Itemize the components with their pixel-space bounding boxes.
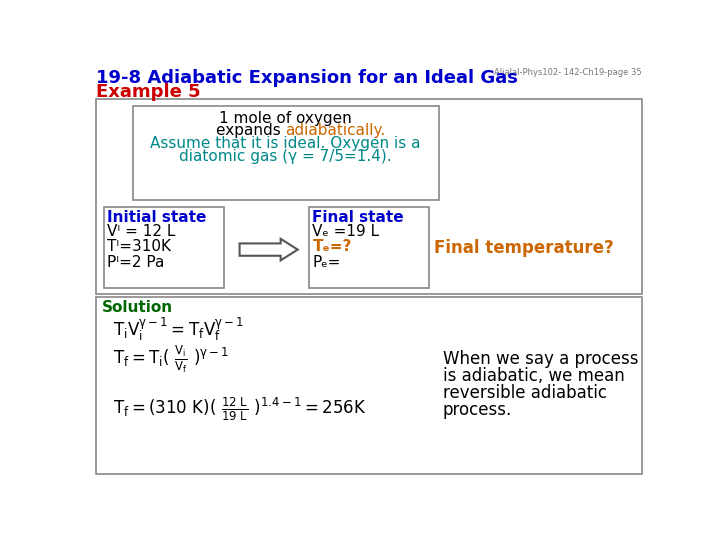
FancyBboxPatch shape <box>96 99 642 294</box>
Text: Initial state: Initial state <box>107 210 207 225</box>
Text: Solution: Solution <box>102 300 173 315</box>
Text: Final temperature?: Final temperature? <box>434 239 614 257</box>
Text: Vᴵ = 12 L: Vᴵ = 12 L <box>107 224 176 239</box>
FancyBboxPatch shape <box>310 207 429 288</box>
Text: reversible adiabatic: reversible adiabatic <box>443 383 607 402</box>
Text: Tᴵ=310K: Tᴵ=310K <box>107 239 171 254</box>
Text: 1 mole of oxygen: 1 mole of oxygen <box>219 111 351 126</box>
Text: $\mathregular{T_f=T_i(\ \frac{V_i}{V_f}\ )^{\gamma-1}}$: $\mathregular{T_f=T_i(\ \frac{V_i}{V_f}\… <box>113 343 230 375</box>
Text: Assume that it is ideal. Oxygen is a: Assume that it is ideal. Oxygen is a <box>150 137 420 151</box>
FancyArrow shape <box>240 239 297 260</box>
Text: is adiabatic, we mean: is adiabatic, we mean <box>443 367 624 384</box>
Text: $\mathregular{T_f=(310\ K)(\ \frac{12\ L}{19\ L}\ )^{1.4-1}=256K}$: $\mathregular{T_f=(310\ K)(\ \frac{12\ L… <box>113 396 366 423</box>
Text: process.: process. <box>443 401 512 418</box>
Text: Pᴵ=2 Pa: Pᴵ=2 Pa <box>107 255 164 270</box>
Text: 19-8 Adiabatic Expansion for an Ideal Gas: 19-8 Adiabatic Expansion for an Ideal Ga… <box>96 69 518 86</box>
Text: Tₑ=?: Tₑ=? <box>312 239 352 254</box>
Text: When we say a process: When we say a process <box>443 350 638 368</box>
Text: adiabatically.: adiabatically. <box>285 123 385 138</box>
Text: expands: expands <box>216 123 285 138</box>
FancyBboxPatch shape <box>104 207 224 288</box>
Text: Final state: Final state <box>312 210 404 225</box>
Text: Aljalal-Phys102- 142-Ch19-page 35: Aljalal-Phys102- 142-Ch19-page 35 <box>494 68 642 77</box>
FancyBboxPatch shape <box>132 106 438 200</box>
Text: $\mathregular{T_iV_i^{\gamma-1} = T_fV_f^{\gamma-1}}$: $\mathregular{T_iV_i^{\gamma-1} = T_fV_f… <box>113 315 244 343</box>
FancyBboxPatch shape <box>96 298 642 475</box>
Text: Vₑ =19 L: Vₑ =19 L <box>312 224 379 239</box>
Text: Example 5: Example 5 <box>96 83 201 102</box>
Text: Pₑ=: Pₑ= <box>312 255 341 270</box>
Text: diatomic gas (γ = 7/5=1.4).: diatomic gas (γ = 7/5=1.4). <box>179 150 392 165</box>
